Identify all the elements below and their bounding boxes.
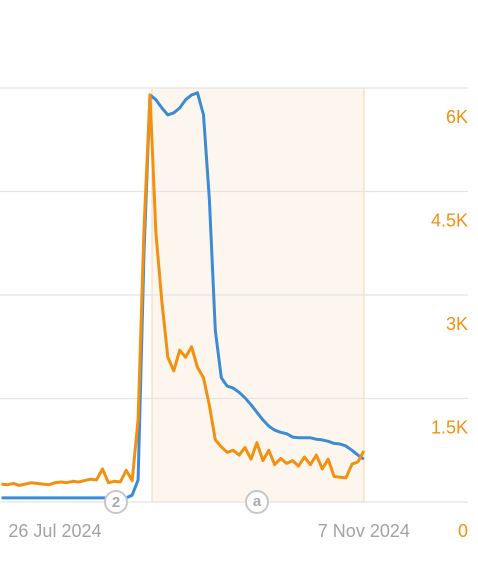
y-tick-label: 1.5K — [431, 417, 468, 437]
x-tick-label: 7 Nov 2024 — [318, 521, 410, 541]
y-tick-label: 3K — [446, 314, 468, 334]
marker-label: 2 — [112, 494, 120, 511]
y-tick-label: 6K — [446, 107, 468, 127]
lines — [1, 91, 366, 500]
series-line — [1, 93, 366, 487]
grid — [0, 87, 468, 503]
y-tick-label: 0 — [458, 521, 468, 541]
series-line — [1, 91, 365, 500]
x-tick-label: 26 Jul 2024 — [8, 521, 101, 541]
annotation-marker[interactable]: a — [245, 490, 269, 514]
marker-circle — [104, 490, 128, 514]
y-tick-label: 4.5K — [431, 210, 468, 230]
annotation-marker[interactable]: 2 — [104, 490, 128, 514]
marker-circle — [245, 490, 269, 514]
marker-label: a — [253, 493, 262, 510]
